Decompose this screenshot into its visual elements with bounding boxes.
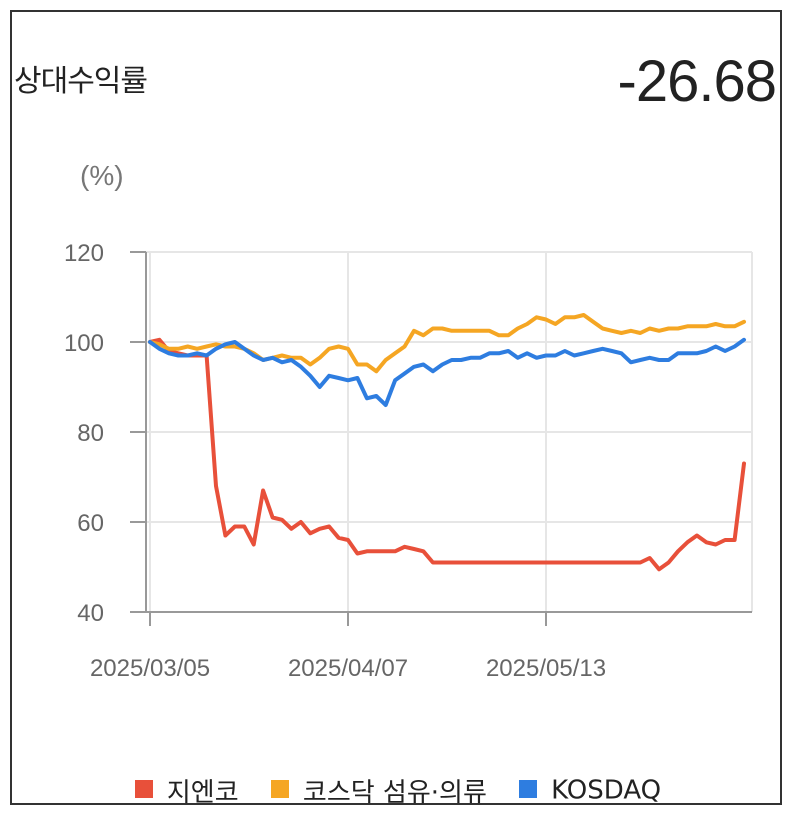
axis-layer: [130, 251, 752, 626]
line-chart: 120 100 80 60 40 2025/03/05 2025/04/07 2025/05/…: [64, 240, 753, 682]
legend-label-series-2: KOSDAQ: [551, 775, 662, 806]
series-layer: [148, 313, 746, 572]
y-tick-label: 120: [64, 240, 104, 267]
x-tick-label: 2025/05/13: [486, 655, 606, 682]
label-layer: 120 100 80 60 40 2025/03/05 2025/04/07 2025/05/…: [64, 240, 606, 682]
y-tick-label: 80: [77, 420, 104, 447]
legend: 지엔코 코스닥 섬유·의류 KOSDAQ: [12, 772, 784, 809]
chart-card: 상대수익률 -26.68 (%) 120 100 80 60 40 2025/03/05 2…: [10, 10, 782, 808]
y-unit-label: (%): [80, 160, 124, 191]
y-tick-label: 40: [77, 600, 104, 627]
x-tick-label: 2025/04/07: [288, 655, 408, 682]
grid-layer: [146, 251, 753, 613]
legend-swatch-series-2: [519, 779, 538, 798]
legend-item-series-2[interactable]: KOSDAQ: [519, 775, 661, 806]
legend-swatch-series-1: [270, 779, 289, 798]
return-value: -26.68: [617, 49, 777, 114]
legend-label-series-1: 코스닥 섬유·의류: [302, 778, 487, 808]
x-tick-label: 2025/03/05: [90, 655, 210, 682]
y-tick-label: 100: [64, 330, 104, 357]
y-tick-label: 60: [77, 510, 104, 537]
legend-item-series-1[interactable]: 코스닥 섬유·의류: [270, 772, 487, 809]
series-line-0: [148, 337, 746, 572]
legend-swatch-series-0: [134, 779, 153, 798]
legend-item-series-0[interactable]: 지엔코: [134, 772, 239, 809]
legend-label-series-0: 지엔코: [166, 778, 239, 808]
series-line-2: [148, 337, 746, 407]
chart-title: 상대수익률: [14, 64, 148, 99]
